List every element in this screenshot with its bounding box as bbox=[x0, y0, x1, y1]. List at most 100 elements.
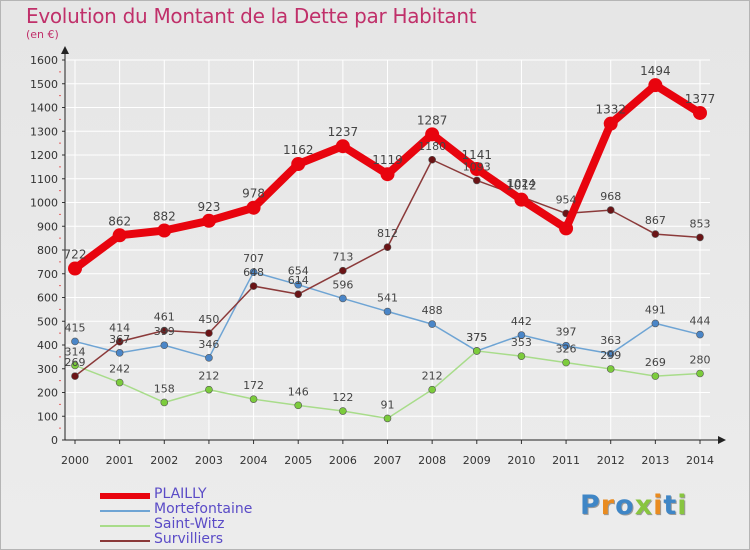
y-tick-label: 1300 bbox=[30, 125, 58, 138]
data-point bbox=[651, 372, 660, 380]
x-tick-label: 2008 bbox=[418, 454, 446, 467]
data-point bbox=[469, 162, 484, 177]
data-point bbox=[696, 233, 704, 242]
data-label: 596 bbox=[332, 278, 353, 291]
data-point bbox=[603, 116, 618, 131]
data-label: 269 bbox=[65, 356, 86, 369]
y-tick-label: 400 bbox=[37, 339, 58, 352]
data-label: 954 bbox=[556, 193, 577, 206]
data-label: 654 bbox=[288, 265, 309, 278]
chart-subtitle: (en €) bbox=[26, 28, 59, 41]
logo-letter: P bbox=[580, 490, 601, 521]
data-point bbox=[425, 127, 440, 142]
x-tick-label: 2000 bbox=[61, 454, 89, 467]
data-label: 269 bbox=[645, 356, 666, 369]
data-label: 280 bbox=[690, 354, 711, 367]
data-point bbox=[71, 372, 79, 380]
data-label: 158 bbox=[154, 382, 175, 395]
y-tick-label: 300 bbox=[37, 363, 58, 376]
data-point bbox=[249, 395, 258, 403]
data-point bbox=[205, 354, 213, 362]
x-tick-label: 2010 bbox=[507, 454, 535, 467]
data-point bbox=[205, 329, 213, 337]
data-label: 314 bbox=[65, 345, 86, 358]
data-point bbox=[160, 398, 169, 407]
legend-label-survilliers: Survilliers bbox=[154, 531, 224, 547]
data-label: 1024 bbox=[507, 177, 535, 190]
data-label: 923 bbox=[197, 200, 220, 214]
data-label: 713 bbox=[332, 251, 353, 264]
data-point bbox=[648, 78, 663, 93]
data-label: 707 bbox=[243, 252, 264, 265]
y-tick-label: 200 bbox=[37, 387, 58, 400]
y-tick-label: 500 bbox=[37, 315, 58, 328]
data-label: 375 bbox=[466, 331, 487, 344]
logo-letter: i bbox=[677, 490, 688, 521]
data-point bbox=[606, 365, 615, 373]
data-point bbox=[294, 401, 303, 410]
data-point bbox=[428, 385, 436, 394]
data-label: 212 bbox=[198, 370, 219, 383]
y-tick-label: 600 bbox=[37, 292, 58, 305]
data-point bbox=[294, 290, 303, 298]
data-point bbox=[380, 167, 395, 182]
series-lines bbox=[68, 78, 707, 423]
data-label: 1494 bbox=[640, 64, 671, 78]
x-tick-label: 2001 bbox=[106, 454, 134, 467]
data-point bbox=[651, 319, 660, 328]
axes: 0 100 200 300 400 500 600 700 800 900 1000 1100 1200… bbox=[30, 46, 726, 467]
data-point bbox=[294, 280, 303, 289]
data-point bbox=[160, 341, 169, 350]
data-point bbox=[201, 213, 216, 228]
data-point bbox=[246, 200, 261, 215]
data-label: 491 bbox=[645, 303, 666, 316]
data-label: 541 bbox=[377, 292, 398, 305]
data-label: 212 bbox=[422, 370, 443, 383]
data-label: 1141 bbox=[462, 148, 493, 162]
data-label: 812 bbox=[377, 227, 398, 240]
logo-letter: x bbox=[634, 490, 654, 521]
data-point bbox=[71, 337, 79, 346]
data-label: 353 bbox=[511, 336, 532, 349]
data-label: 122 bbox=[332, 391, 353, 404]
x-tick-label: 2011 bbox=[552, 454, 580, 467]
data-point bbox=[383, 307, 392, 316]
data-point bbox=[472, 176, 481, 185]
data-point bbox=[383, 243, 392, 251]
data-label: 1162 bbox=[283, 143, 314, 157]
data-label: 397 bbox=[556, 326, 577, 339]
x-tick-label: 2002 bbox=[150, 454, 178, 467]
data-label: 1332 bbox=[595, 103, 626, 117]
data-label: 1012 bbox=[506, 179, 537, 193]
data-point bbox=[514, 192, 529, 207]
data-point bbox=[428, 155, 436, 164]
data-label: 1287 bbox=[417, 113, 448, 127]
data-point bbox=[160, 326, 169, 335]
x-tick-label: 2014 bbox=[686, 454, 714, 467]
data-point bbox=[517, 352, 526, 360]
data-label: 862 bbox=[108, 214, 131, 228]
data-point bbox=[606, 349, 615, 358]
data-label: 399 bbox=[154, 325, 175, 338]
data-label: 648 bbox=[243, 266, 264, 279]
logo-letter: i bbox=[653, 490, 664, 521]
legend-label-plailly: PLAILLY bbox=[154, 486, 207, 502]
legend-label-saint-witz: Saint-Witz bbox=[154, 516, 225, 532]
data-label: 326 bbox=[556, 343, 577, 356]
x-tick-label: 2005 bbox=[284, 454, 312, 467]
data-point bbox=[606, 206, 615, 214]
y-tick-label: 1200 bbox=[30, 149, 58, 162]
logo-letter: o bbox=[615, 490, 635, 521]
data-point bbox=[157, 223, 172, 238]
logo-letter: t bbox=[663, 490, 678, 521]
legend-swatch-saint-witz bbox=[100, 525, 150, 527]
data-label: 367 bbox=[109, 333, 130, 346]
x-tick-label: 2013 bbox=[641, 454, 669, 467]
data-point bbox=[562, 341, 570, 350]
y-tick-label: 100 bbox=[37, 410, 58, 423]
data-point bbox=[559, 221, 574, 236]
data-label: 1119 bbox=[372, 153, 403, 167]
x-tick-label: 2012 bbox=[597, 454, 625, 467]
data-label: 722 bbox=[64, 248, 87, 262]
